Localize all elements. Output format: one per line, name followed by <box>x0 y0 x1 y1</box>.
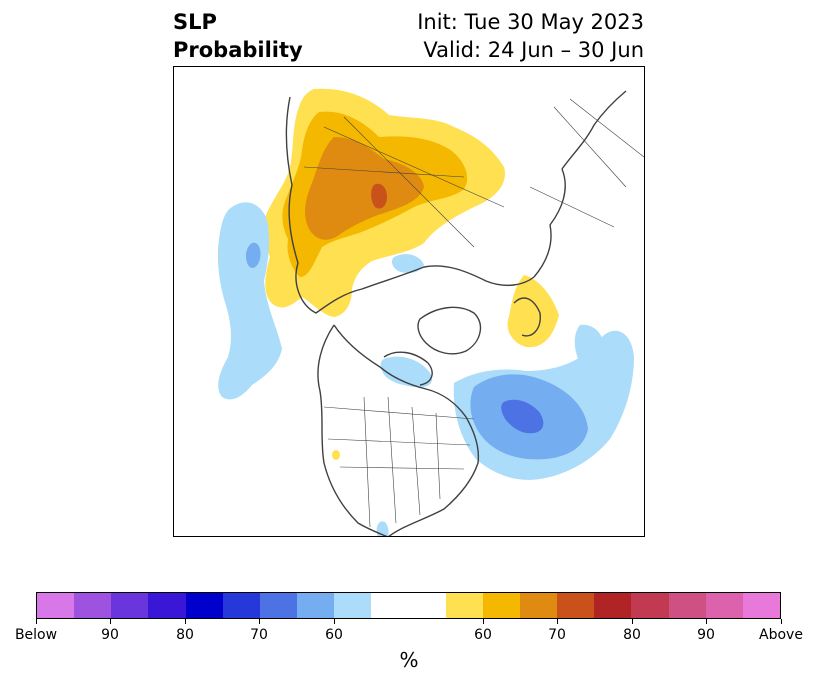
below-region-hudson <box>380 356 433 388</box>
colorbar-segment <box>557 593 595 618</box>
colorbar-segment <box>631 593 669 618</box>
above-region-eurasia-4 <box>371 183 387 209</box>
colorbar-tick-mark <box>781 619 782 624</box>
map-panel <box>173 66 645 537</box>
colorbar-segment <box>37 593 75 618</box>
colorbar-tick-label: Above <box>759 627 803 643</box>
colorbar-segment <box>259 593 298 618</box>
colorbar-tick-mark <box>110 619 111 624</box>
colorbar-tick-mark <box>706 619 707 624</box>
colorbar-segment <box>371 593 446 618</box>
below-region-pacific-2 <box>245 242 261 268</box>
colorbar-tick-mark <box>185 619 186 624</box>
title-line-slp: SLP <box>173 10 217 34</box>
below-region-baffin <box>574 324 605 368</box>
political-borders <box>303 98 644 528</box>
colorbar-unit-label: % <box>399 648 419 672</box>
colorbar-tick-label: 60 <box>474 627 492 643</box>
colorbar-tick-mark <box>632 619 633 624</box>
colorbar-segment <box>111 593 149 618</box>
below-region-atlantic-3 <box>501 399 544 434</box>
above-region-eurasia-3 <box>305 137 424 240</box>
valid-range: Valid: 24 Jun – 30 Jun <box>423 38 644 62</box>
colorbar-tick-label: 70 <box>250 627 268 643</box>
colorbar-segment <box>668 593 706 618</box>
colorbar-segment <box>705 593 743 618</box>
above-region-usa <box>332 450 340 460</box>
below-region-pacific-1 <box>217 202 282 400</box>
colorbar-segment <box>520 593 558 618</box>
below-region-mexico <box>376 521 389 536</box>
colorbar-tick-mark <box>334 619 335 624</box>
colorbar-segment <box>742 593 781 618</box>
below-region-kara <box>391 254 424 273</box>
colorbar-segment <box>297 593 335 618</box>
colorbar-tick-mark <box>483 619 484 624</box>
colorbar-tick-label: 80 <box>623 627 641 643</box>
colorbar-segment <box>594 593 632 618</box>
colorbar-segment <box>482 593 521 618</box>
init-date: Init: Tue 30 May 2023 <box>417 10 644 34</box>
above-region-scandinavia <box>507 275 559 348</box>
colorbar-segment <box>222 593 260 618</box>
colorbar-tick-label: 60 <box>325 627 343 643</box>
colorbar-tick-label: 90 <box>101 627 119 643</box>
coastlines <box>285 90 627 536</box>
colorbar-tick-label: 90 <box>697 627 715 643</box>
title-line-probability: Probability <box>173 38 303 62</box>
slp-probability-map <box>217 88 644 536</box>
colorbar-segment <box>148 593 186 618</box>
colorbar-tick-label: 70 <box>548 627 566 643</box>
colorbar-tick-mark <box>36 619 37 624</box>
colorbar-tick-label: Below <box>14 627 58 643</box>
colorbar-tick-mark <box>259 619 260 624</box>
colorbar-segment <box>185 593 223 618</box>
colorbar <box>36 592 781 619</box>
map-dates: Init: Tue 30 May 2023 Valid: 24 Jun – 30… <box>417 8 644 64</box>
colorbar-segment <box>445 593 483 618</box>
colorbar-tick-mark <box>557 619 558 624</box>
map-title: SLP Probability <box>173 8 303 64</box>
colorbar-segment <box>74 593 112 618</box>
colorbar-segment <box>334 593 372 618</box>
colorbar-tick-label: 80 <box>176 627 194 643</box>
